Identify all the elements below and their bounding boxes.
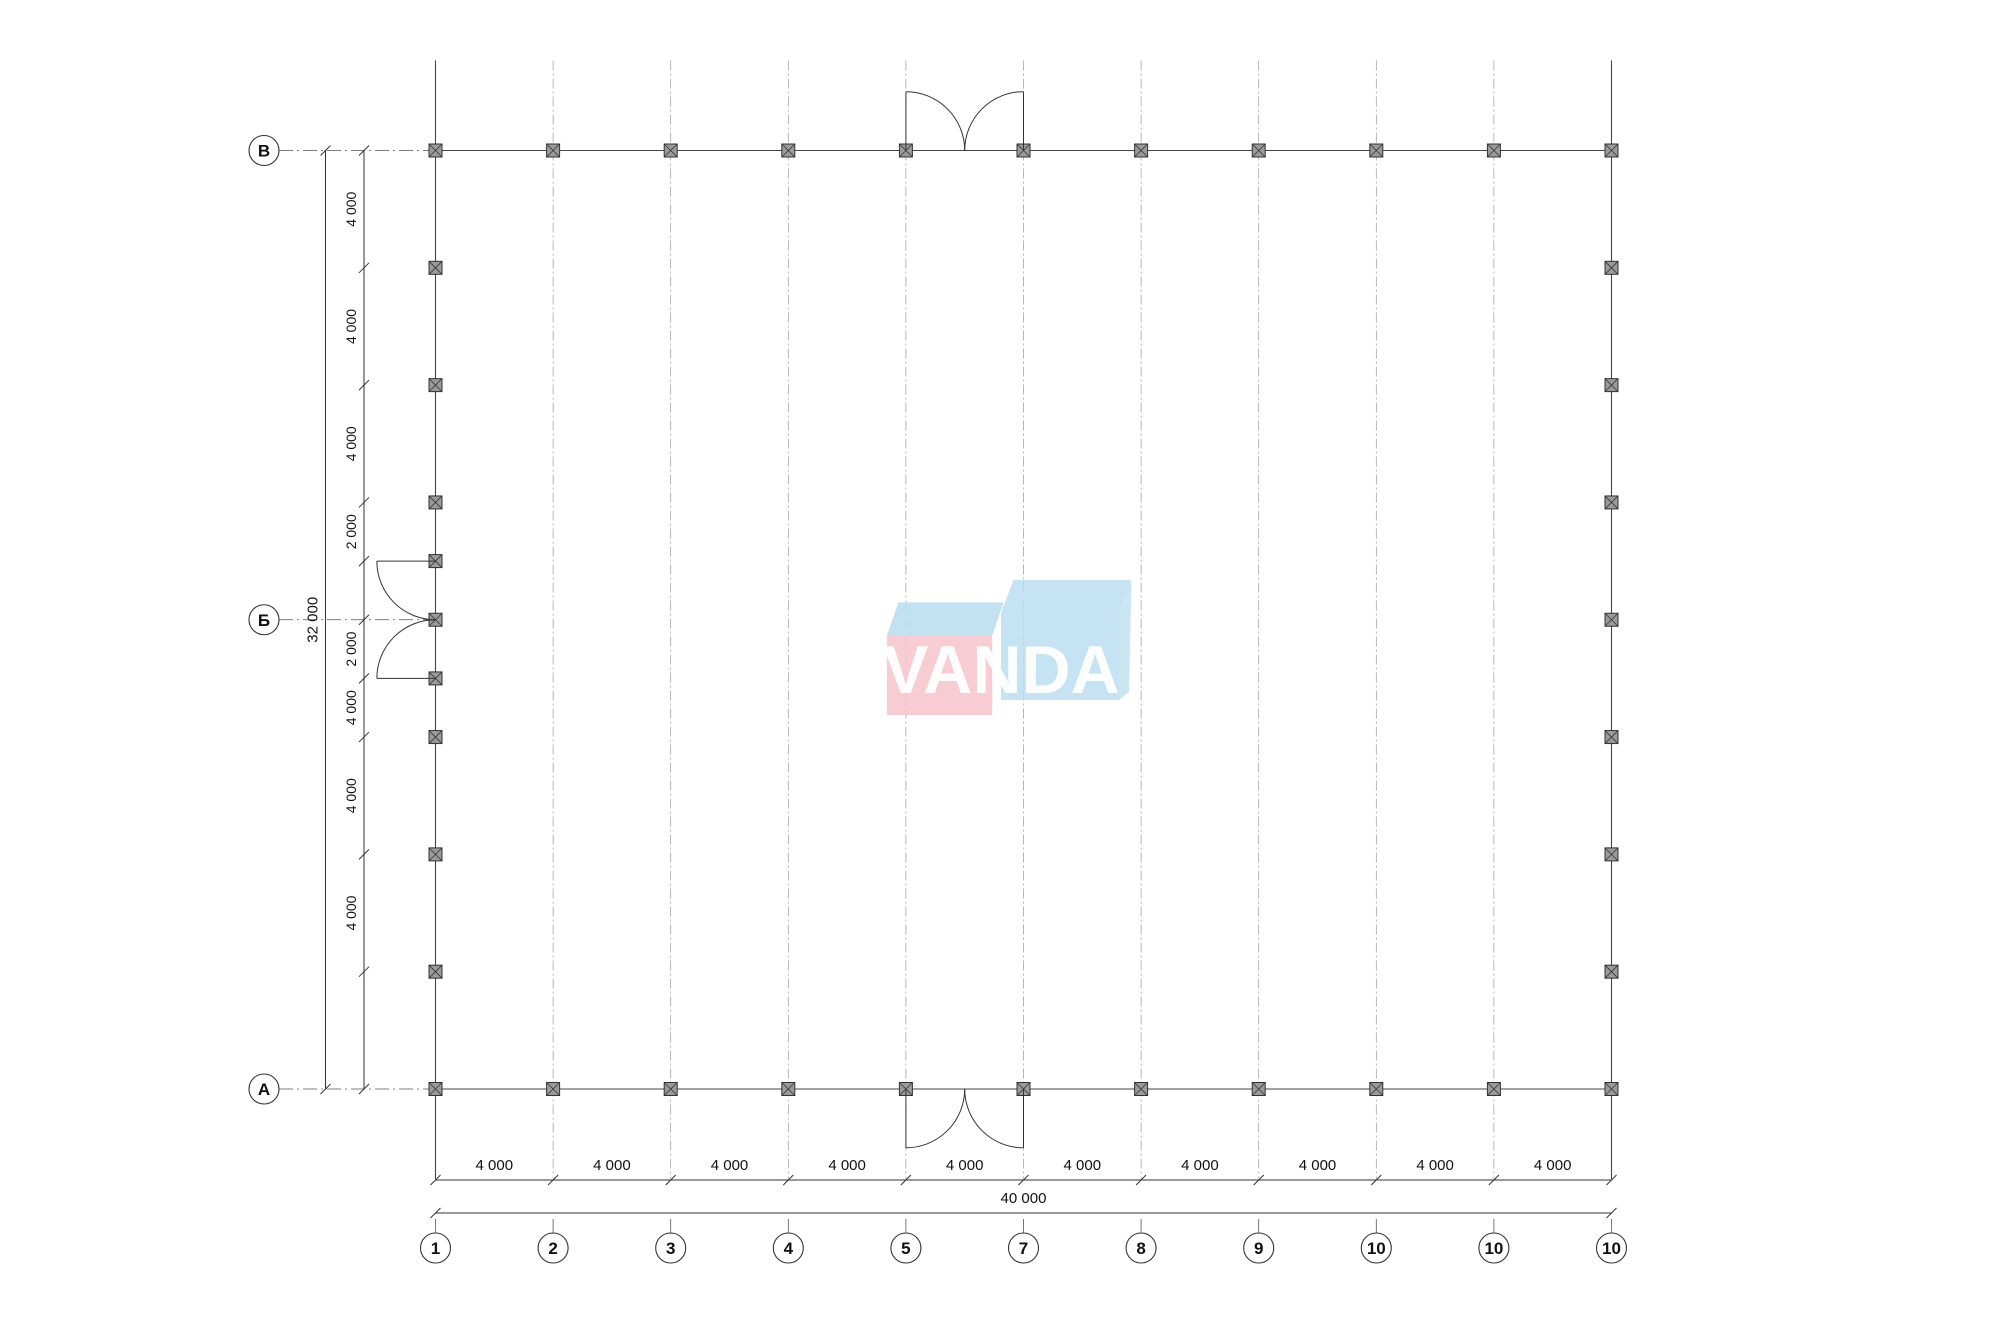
svg-text:4 000: 4 000 [476,1157,514,1174]
svg-text:VANDA: VANDA [883,632,1120,708]
svg-text:4 000: 4 000 [1181,1157,1219,1174]
svg-text:9: 9 [1254,1239,1263,1258]
svg-text:4 000: 4 000 [946,1157,984,1174]
svg-text:4: 4 [784,1239,794,1258]
svg-text:4 000: 4 000 [1534,1157,1572,1174]
svg-text:4 000: 4 000 [1416,1157,1454,1174]
svg-text:2 000: 2 000 [343,514,359,549]
svg-text:4 000: 4 000 [1299,1157,1337,1174]
svg-text:10: 10 [1484,1239,1503,1258]
svg-text:4 000: 4 000 [343,778,359,813]
svg-text:4 000: 4 000 [711,1157,749,1174]
svg-text:10: 10 [1367,1239,1386,1258]
svg-text:4 000: 4 000 [1064,1157,1102,1174]
svg-text:4 000: 4 000 [343,895,359,930]
svg-text:5: 5 [901,1239,910,1258]
svg-text:32 000: 32 000 [305,597,322,643]
svg-text:4 000: 4 000 [343,690,359,725]
svg-text:4 000: 4 000 [343,191,359,226]
svg-text:1: 1 [431,1239,440,1258]
svg-text:2 000: 2 000 [343,631,359,666]
svg-text:4 000: 4 000 [343,426,359,461]
svg-text:40 000: 40 000 [1001,1190,1047,1207]
svg-text:2: 2 [548,1239,557,1258]
svg-text:Б: Б [258,611,270,630]
svg-text:4 000: 4 000 [593,1157,631,1174]
svg-text:A: A [258,1080,270,1099]
svg-text:4 000: 4 000 [343,309,359,344]
svg-text:7: 7 [1019,1239,1028,1258]
svg-text:B: B [258,142,270,161]
svg-text:4 000: 4 000 [828,1157,866,1174]
svg-text:8: 8 [1136,1239,1145,1258]
svg-text:10: 10 [1602,1239,1621,1258]
svg-text:3: 3 [666,1239,675,1258]
